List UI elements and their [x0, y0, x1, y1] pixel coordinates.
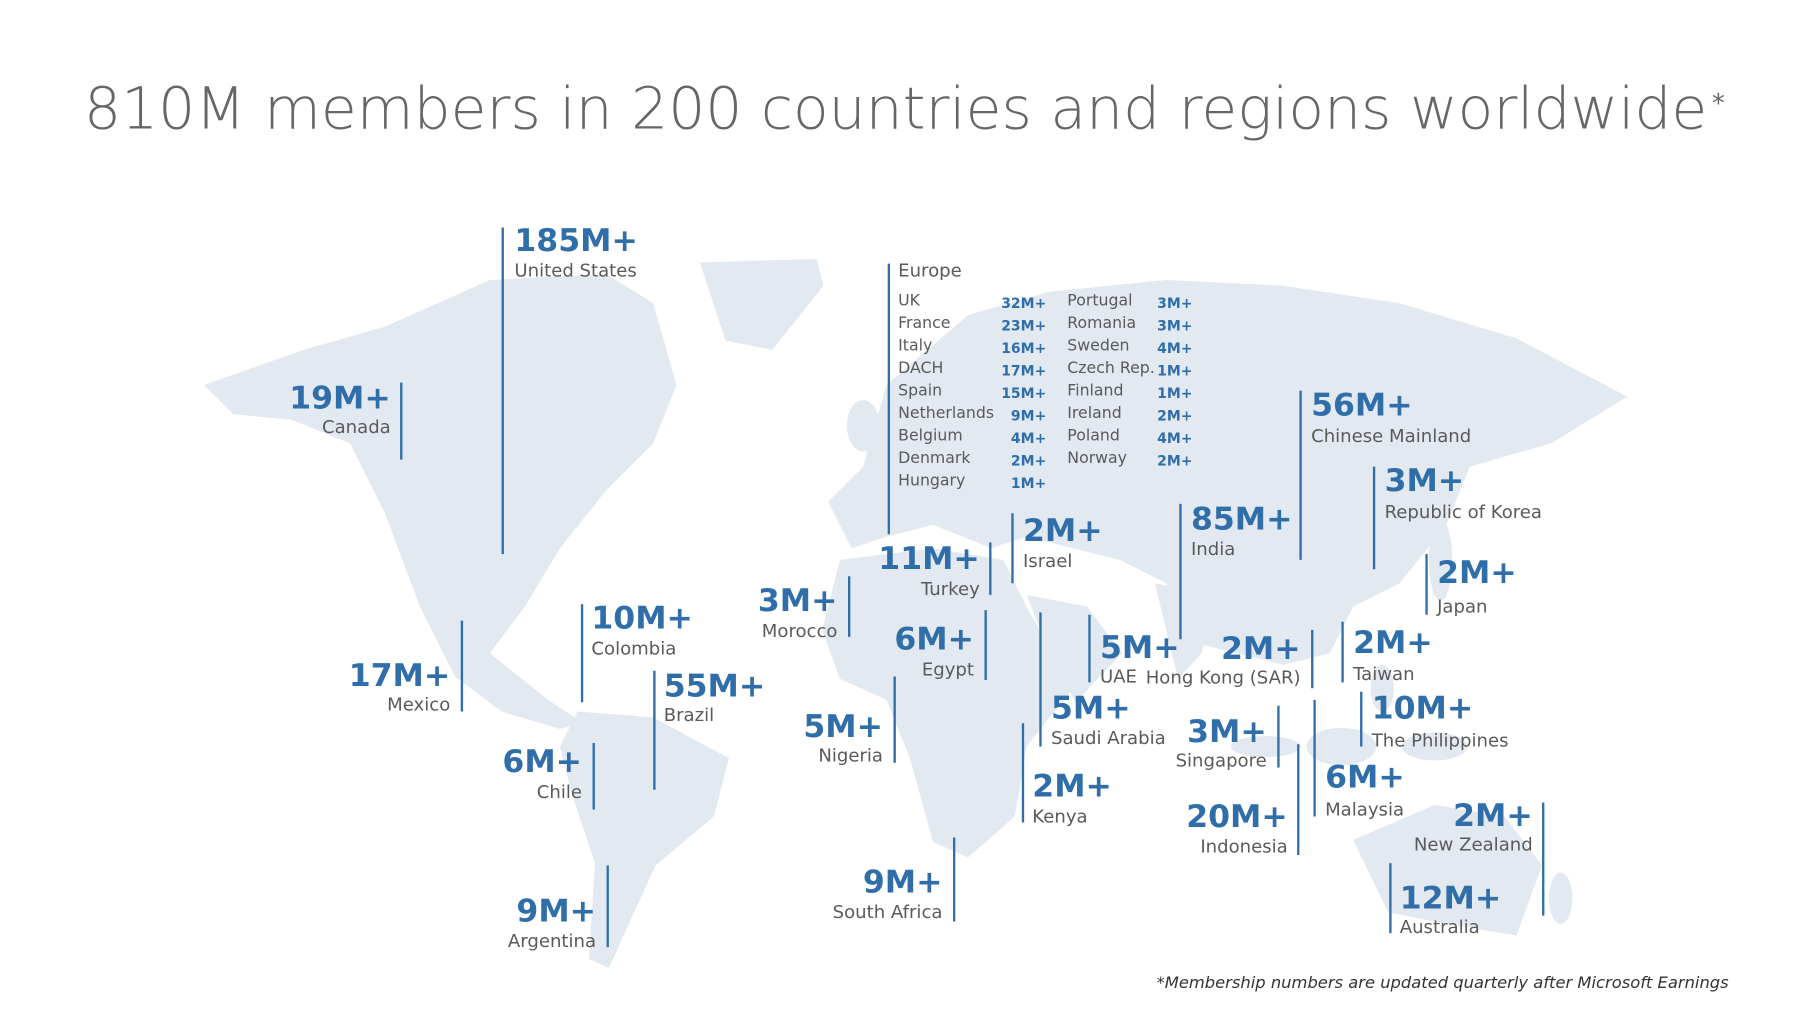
title-mark: *	[1712, 89, 1725, 119]
country-value: 3M+	[1157, 318, 1192, 334]
region-name: Colombia	[591, 638, 676, 659]
country-name: UK	[898, 291, 921, 310]
region-value: 5M+	[803, 709, 883, 745]
region-value: 17M+	[349, 658, 451, 694]
region-value: 2M+	[1032, 769, 1112, 805]
region-name: South Africa	[833, 902, 943, 923]
country-value: 23M+	[1001, 318, 1046, 334]
country-name: France	[898, 313, 950, 332]
country-value: 1M+	[1011, 476, 1046, 492]
region-name: India	[1191, 539, 1235, 560]
region-value: 11M+	[878, 541, 980, 577]
region-value: 2M+	[1353, 625, 1433, 661]
region-value: 2M+	[1453, 798, 1533, 834]
country-value: 4M+	[1157, 431, 1192, 447]
country-name: Belgium	[898, 426, 963, 445]
country-name: Poland	[1067, 426, 1120, 445]
country-name: Spain	[898, 381, 942, 400]
title: 810M members in 200 countries and region…	[84, 74, 1707, 142]
region-value: 85M+	[1191, 502, 1293, 538]
region-name: Singapore	[1176, 750, 1267, 771]
country-name: Norway	[1067, 448, 1127, 467]
country-name: DACH	[898, 358, 943, 377]
country-value: 15M+	[1001, 386, 1046, 402]
country-name: Finland	[1067, 381, 1123, 400]
region-name: Australia	[1400, 917, 1480, 938]
country-name: Ireland	[1067, 403, 1121, 422]
country-name: Netherlands	[898, 403, 994, 422]
country-value: 4M+	[1011, 431, 1046, 447]
region-name: New Zealand	[1414, 834, 1533, 855]
country-name: Portugal	[1067, 291, 1132, 310]
region-name: Canada	[322, 417, 391, 438]
region-value: 6M+	[1325, 759, 1405, 795]
region-value: 9M+	[516, 894, 596, 930]
region-name: Saudi Arabia	[1051, 728, 1166, 749]
region-value: 56M+	[1311, 387, 1413, 423]
region-name: The Philippines	[1371, 731, 1509, 752]
region-value: 6M+	[894, 622, 974, 658]
region-name: Taiwan	[1352, 664, 1414, 685]
region-value: 6M+	[502, 744, 582, 780]
region-name: Morocco	[762, 621, 838, 642]
region-name: Republic of Korea	[1385, 502, 1542, 523]
region-name: UAE	[1100, 666, 1137, 687]
region-name: Japan	[1436, 596, 1487, 617]
region-name: Indonesia	[1200, 837, 1287, 858]
region-name: Turkey	[920, 579, 980, 600]
region-name: Chile	[537, 782, 582, 803]
region-value: 9M+	[863, 864, 943, 900]
country-value: 2M+	[1157, 454, 1192, 470]
country-name: Italy	[898, 336, 932, 355]
country-name: Hungary	[898, 471, 965, 490]
region-value: 12M+	[1400, 881, 1502, 917]
region-value: 2M+	[1437, 555, 1517, 591]
region-name: Nigeria	[818, 746, 883, 767]
world-map	[204, 258, 1628, 969]
country-name: Sweden	[1067, 336, 1129, 355]
region-value: 55M+	[664, 668, 766, 704]
country-value: 32M+	[1001, 296, 1046, 312]
country-value: 1M+	[1157, 386, 1192, 402]
region-value: 10M+	[1372, 691, 1474, 727]
region-name: Mexico	[387, 694, 450, 715]
callouts: 185M+United States19M+Canada17M+Mexico10…	[289, 223, 1545, 952]
europe-title: Europe	[898, 260, 962, 281]
country-value: 2M+	[1157, 409, 1192, 425]
region-value: 10M+	[591, 601, 693, 637]
region-name: Egypt	[922, 659, 974, 680]
region-value: 20M+	[1186, 799, 1288, 835]
country-value: 4M+	[1157, 341, 1192, 357]
country-value: 16M+	[1001, 341, 1046, 357]
country-value: 17M+	[1001, 363, 1046, 379]
region-name: Malaysia	[1325, 799, 1404, 820]
region-value: 3M+	[1187, 714, 1267, 750]
europe-block: Europe UK 32M+ France 23M+ Italy 16M+ DACH 17M+ S…	[887, 260, 1192, 535]
region-value: 5M+	[1100, 630, 1180, 666]
region-name: Brazil	[664, 705, 714, 726]
country-value: 9M+	[1011, 409, 1046, 425]
region-name: Chinese Mainland	[1311, 426, 1471, 447]
region-value: 3M+	[758, 583, 838, 619]
country-value: 1M+	[1157, 363, 1192, 379]
region-name: Hong Kong (SAR)	[1146, 668, 1301, 689]
region-value: 19M+	[289, 380, 391, 416]
region-value: 2M+	[1221, 631, 1301, 667]
region-name: Argentina	[508, 931, 596, 952]
region-value: 5M+	[1051, 691, 1131, 727]
country-value: 3M+	[1157, 296, 1192, 312]
region-name: Kenya	[1032, 806, 1087, 827]
country-name: Denmark	[898, 448, 971, 467]
region-name: Israel	[1023, 551, 1072, 572]
country-value: 2M+	[1011, 454, 1046, 470]
region-value: 3M+	[1385, 463, 1465, 499]
country-name: Czech Rep.	[1067, 358, 1154, 377]
region-value: 185M+	[514, 223, 637, 259]
region-name: United States	[514, 260, 636, 281]
region-value: 2M+	[1023, 513, 1103, 549]
country-name: Romania	[1067, 313, 1136, 332]
footnote: *Membership numbers are updated quarterl…	[1157, 973, 1730, 992]
